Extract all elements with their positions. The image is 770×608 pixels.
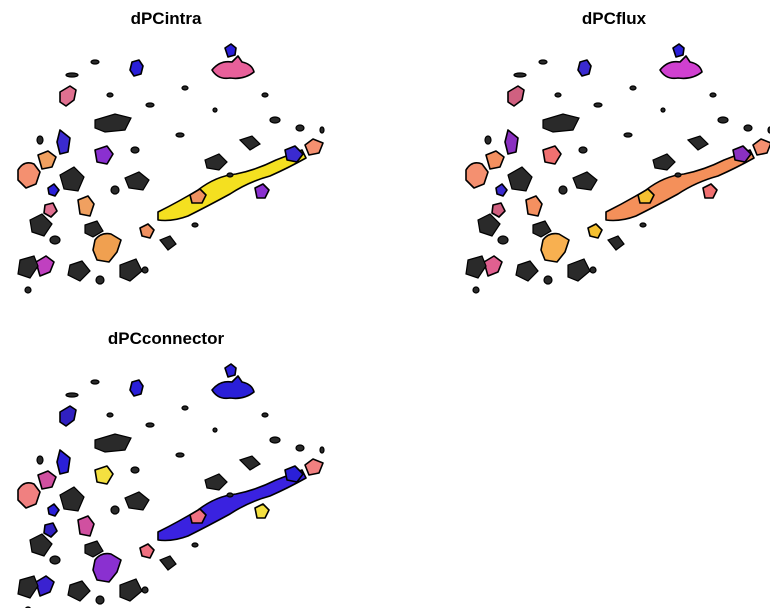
panel: dPCintra <box>18 9 324 293</box>
panel: dPCconnector <box>18 329 324 608</box>
figure: dPCintra dPCflux dPCconnector <box>0 0 770 608</box>
map <box>466 44 770 293</box>
panel: dPCflux <box>466 9 770 293</box>
map <box>18 364 324 608</box>
panel-title: dPCconnector <box>108 329 225 348</box>
panel-title: dPCflux <box>582 9 647 28</box>
panel-title: dPCintra <box>131 9 202 28</box>
map <box>18 44 324 293</box>
